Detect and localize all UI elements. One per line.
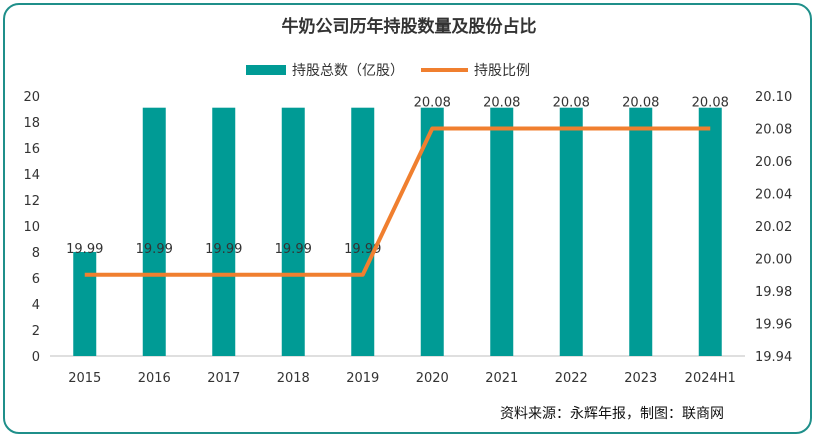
bar	[73, 252, 97, 356]
y-left-tick-label: 6	[32, 272, 40, 287]
ratio-line	[84, 126, 711, 277]
y-left-tick-label: 18	[23, 116, 40, 131]
bar	[420, 107, 444, 356]
bar	[698, 107, 722, 356]
bar	[629, 107, 653, 356]
bar	[351, 107, 375, 356]
chart-frame	[3, 3, 812, 434]
line-data-label: 20.08	[553, 96, 590, 111]
x-tick-label: 2015	[68, 371, 101, 386]
y-left-tick-label: 12	[23, 194, 40, 209]
bar	[490, 107, 514, 356]
y-left-tick-label: 0	[32, 350, 40, 365]
chart-title: 牛奶公司历年持股数量及股份占比	[282, 16, 537, 37]
y-left-tick-label: 14	[23, 168, 40, 183]
bar	[281, 107, 305, 356]
y-right-tick-label: 20.00	[755, 253, 792, 268]
line-data-label: 19.99	[136, 242, 173, 257]
bar	[559, 107, 583, 356]
bar	[212, 107, 236, 356]
legend-line-label: 持股比例	[474, 63, 530, 79]
y-left-tick-label: 2	[32, 324, 40, 339]
x-tick-label: 2016	[138, 371, 171, 386]
y-right-tick-label: 20.04	[755, 188, 792, 203]
y-right-tick-label: 19.94	[755, 350, 792, 365]
line-data-label: 20.08	[692, 96, 729, 111]
y-right-tick-label: 19.98	[755, 285, 792, 300]
x-tick-label: 2022	[555, 371, 588, 386]
y-left-tick-label: 8	[32, 246, 40, 261]
line-data-label: 20.08	[622, 96, 659, 111]
line-data-label: 19.99	[66, 242, 103, 257]
line-data-label: 20.08	[483, 96, 520, 111]
source-note: 资料来源：永辉年报，制图：联商网	[500, 406, 724, 422]
y-right-tick-label: 20.06	[755, 155, 792, 170]
y-right-tick-label: 19.96	[755, 318, 792, 333]
line-data-label: 20.08	[414, 96, 451, 111]
legend-bar-swatch	[246, 65, 286, 75]
y-right-tick-label: 20.08	[755, 123, 792, 138]
x-tick-label: 2021	[485, 371, 518, 386]
line-data-label: 19.99	[205, 242, 242, 257]
legend: 持股总数（亿股） 持股比例	[246, 63, 530, 79]
y-left-tick-label: 16	[23, 142, 40, 157]
y-left-tick-label: 20	[23, 90, 40, 105]
plot-area: 0 2 4 6 8 10 12 14 16 18 20 19.94 19.96 19.98 20.00 20.…	[23, 90, 792, 386]
y-right-tick-label: 20.10	[755, 90, 792, 105]
x-tick-label: 2023	[624, 371, 657, 386]
x-tick-label: 2020	[416, 371, 449, 386]
y-left-tick-label: 4	[32, 298, 40, 313]
bar	[142, 107, 166, 356]
x-tick-label: 2018	[277, 371, 310, 386]
line-data-label: 19.99	[275, 242, 312, 257]
x-tick-label: 2024H1	[685, 371, 736, 386]
y-right-tick-label: 20.02	[755, 220, 792, 235]
x-tick-label: 2017	[207, 371, 240, 386]
legend-bar-label: 持股总数（亿股）	[292, 63, 404, 79]
x-tick-label: 2019	[346, 371, 379, 386]
y-left-tick-label: 10	[23, 220, 40, 235]
